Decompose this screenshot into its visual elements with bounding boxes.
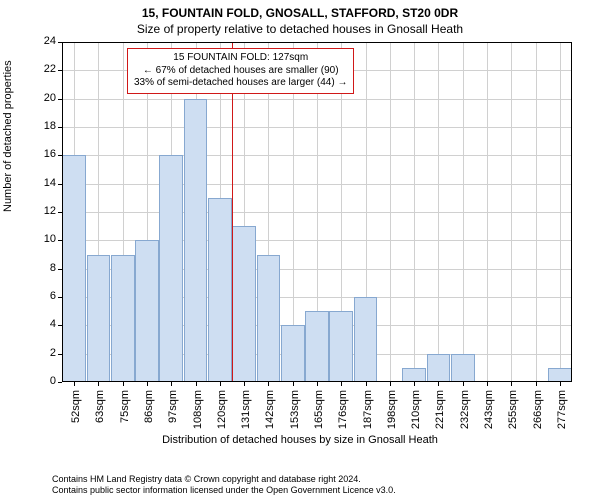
x-tick-label: 75sqm (119, 390, 131, 434)
y-axis-label: Number of detached properties (2, 60, 14, 212)
grid-line-vertical (414, 42, 415, 382)
x-tick-label: 63sqm (94, 390, 106, 434)
x-tick-mark (268, 382, 269, 386)
x-tick-mark (341, 382, 342, 386)
grid-line-vertical (536, 42, 537, 382)
y-axis-line (62, 42, 63, 382)
annotation-line: 15 FOUNTAIN FOLD: 127sqm (134, 52, 347, 65)
y-tick-label: 6 (26, 290, 56, 302)
grid-line-vertical (511, 42, 512, 382)
y-tick-label: 10 (26, 233, 56, 245)
histogram-bar (232, 226, 256, 382)
x-tick-label: 52sqm (70, 390, 82, 434)
x-tick-label: 255sqm (507, 390, 519, 434)
x-tick-label: 243sqm (483, 390, 495, 434)
x-tick-mark (390, 382, 391, 386)
x-tick-label: 131sqm (240, 390, 252, 434)
y-tick-label: 16 (26, 148, 56, 160)
x-tick-label: 120sqm (216, 390, 228, 434)
x-tick-label: 153sqm (289, 390, 301, 434)
chart-title-main: 15, FOUNTAIN FOLD, GNOSALL, STAFFORD, ST… (0, 6, 600, 20)
x-tick-label: 86sqm (143, 390, 155, 434)
x-tick-label: 97sqm (167, 390, 179, 434)
x-tick-mark (244, 382, 245, 386)
y-tick-mark (58, 382, 62, 383)
histogram-bar (87, 255, 111, 383)
histogram-bar (257, 255, 281, 383)
footer-line-2: Contains public sector information licen… (52, 485, 396, 496)
histogram-bar (62, 155, 86, 382)
x-tick-label: 210sqm (410, 390, 422, 434)
x-tick-label: 232sqm (459, 390, 471, 434)
grid-line-vertical (463, 42, 464, 382)
x-tick-label: 108sqm (192, 390, 204, 434)
plot-area: 15 FOUNTAIN FOLD: 127sqm← 67% of detache… (62, 42, 572, 382)
x-tick-mark (560, 382, 561, 386)
chart-container: 15, FOUNTAIN FOLD, GNOSALL, STAFFORD, ST… (0, 0, 600, 500)
grid-line-vertical (487, 42, 488, 382)
footer-attribution: Contains HM Land Registry data © Crown c… (52, 474, 396, 497)
x-tick-mark (414, 382, 415, 386)
x-tick-mark (171, 382, 172, 386)
y-tick-label: 12 (26, 205, 56, 217)
x-tick-mark (293, 382, 294, 386)
y-tick-label: 2 (26, 347, 56, 359)
x-tick-mark (74, 382, 75, 386)
x-axis-label: Distribution of detached houses by size … (0, 434, 600, 446)
x-tick-label: 266sqm (532, 390, 544, 434)
x-tick-mark (317, 382, 318, 386)
y-tick-label: 18 (26, 120, 56, 132)
histogram-bar (329, 311, 353, 382)
y-tick-label: 14 (26, 177, 56, 189)
x-tick-mark (487, 382, 488, 386)
x-tick-mark (366, 382, 367, 386)
y-axis-right-line (571, 42, 572, 382)
x-axis-top-line (62, 42, 572, 43)
y-tick-label: 20 (26, 92, 56, 104)
y-tick-label: 0 (26, 375, 56, 387)
grid-line-vertical (390, 42, 391, 382)
x-tick-label: 221sqm (434, 390, 446, 434)
histogram-bar (305, 311, 329, 382)
y-tick-label: 22 (26, 63, 56, 75)
grid-line-vertical (438, 42, 439, 382)
histogram-bar (111, 255, 135, 383)
histogram-bar (548, 368, 572, 382)
x-tick-mark (196, 382, 197, 386)
x-tick-mark (147, 382, 148, 386)
annotation-line: ← 67% of detached houses are smaller (90… (134, 65, 347, 78)
histogram-bar (451, 354, 475, 382)
x-tick-label: 198sqm (386, 390, 398, 434)
x-tick-mark (463, 382, 464, 386)
histogram-bar (402, 368, 426, 382)
histogram-bar (184, 99, 208, 382)
histogram-bar (208, 198, 232, 382)
x-tick-mark (123, 382, 124, 386)
annotation-box: 15 FOUNTAIN FOLD: 127sqm← 67% of detache… (127, 48, 354, 94)
grid-line-vertical (560, 42, 561, 382)
x-tick-mark (98, 382, 99, 386)
footer-line-1: Contains HM Land Registry data © Crown c… (52, 474, 396, 485)
y-tick-label: 8 (26, 262, 56, 274)
x-tick-mark (536, 382, 537, 386)
x-tick-label: 176sqm (337, 390, 349, 434)
x-tick-mark (220, 382, 221, 386)
x-tick-mark (511, 382, 512, 386)
annotation-line: 33% of semi-detached houses are larger (… (134, 77, 347, 90)
histogram-bar (135, 240, 159, 382)
y-tick-label: 4 (26, 318, 56, 330)
y-tick-label: 24 (26, 35, 56, 47)
chart-title-sub: Size of property relative to detached ho… (0, 22, 600, 36)
x-tick-label: 187sqm (362, 390, 374, 434)
x-tick-label: 277sqm (556, 390, 568, 434)
x-tick-label: 165sqm (313, 390, 325, 434)
x-tick-mark (438, 382, 439, 386)
x-tick-label: 142sqm (264, 390, 276, 434)
histogram-bar (281, 325, 305, 382)
histogram-bar (427, 354, 451, 382)
histogram-bar (159, 155, 183, 382)
histogram-bar (354, 297, 378, 382)
